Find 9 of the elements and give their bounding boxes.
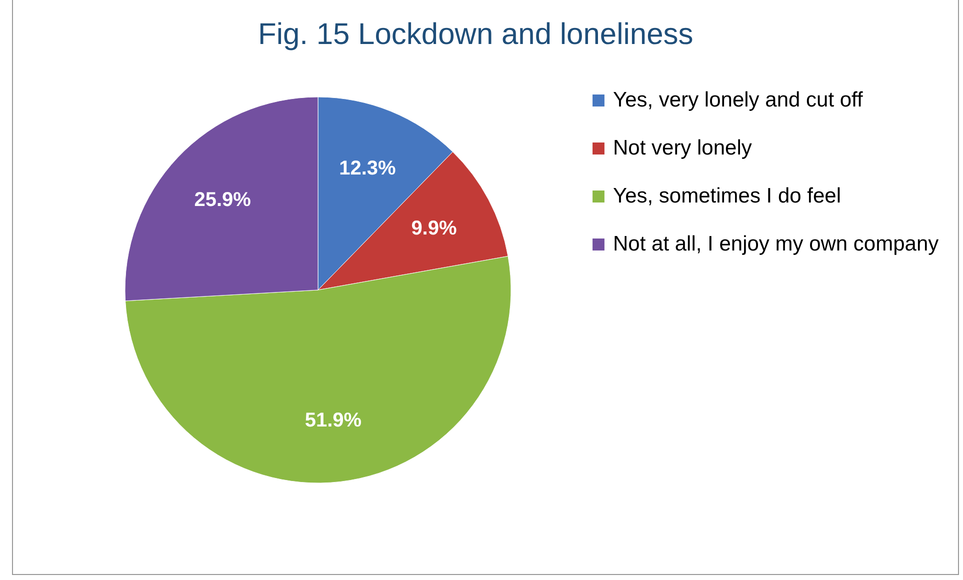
data-label: 9.9% — [411, 218, 457, 240]
legend-label: Not very lonely — [613, 136, 752, 160]
legend-label: Yes, sometimes I do feel — [613, 184, 842, 208]
chart-title: Fig. 15 Lockdown and loneliness — [258, 18, 694, 51]
data-label: 12.3% — [339, 157, 396, 180]
legend-label: Yes, very lonely and cut off — [613, 88, 863, 112]
data-label: 25.9% — [194, 188, 252, 211]
legend-label: Not at all, I enjoy my own company — [613, 232, 940, 256]
data-label: 51.9% — [304, 409, 362, 432]
